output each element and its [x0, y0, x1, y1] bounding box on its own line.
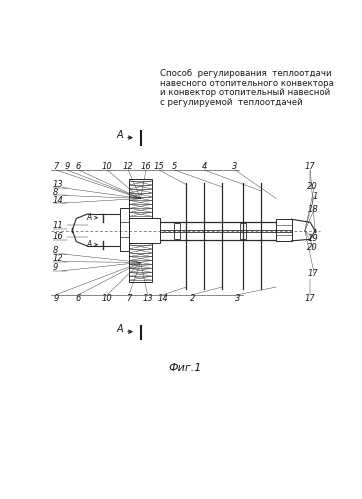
Text: 9: 9 — [64, 162, 70, 171]
Text: A: A — [116, 130, 123, 140]
Text: 6: 6 — [76, 294, 81, 303]
Text: 18: 18 — [307, 205, 318, 214]
Text: Фиг.1: Фиг.1 — [169, 363, 202, 373]
Text: 9: 9 — [53, 263, 58, 272]
Bar — [129, 243, 152, 281]
Text: 8: 8 — [53, 247, 58, 255]
Text: 17: 17 — [307, 268, 318, 277]
Text: Способ  регулирования  теплоотдачи: Способ регулирования теплоотдачи — [160, 69, 332, 78]
Text: 2: 2 — [190, 294, 195, 303]
Text: 20: 20 — [307, 183, 318, 192]
Text: 14: 14 — [53, 196, 64, 205]
Text: 1: 1 — [313, 192, 318, 201]
Text: A: A — [116, 324, 123, 334]
Text: 7: 7 — [54, 162, 59, 171]
Text: навесного отопительного конвектора: навесного отопительного конвектора — [160, 79, 334, 88]
Text: 14: 14 — [158, 294, 168, 303]
Text: 7: 7 — [126, 294, 132, 303]
Text: 11: 11 — [53, 221, 64, 230]
Bar — [240, 223, 246, 239]
Bar — [276, 219, 292, 241]
Bar — [174, 223, 180, 239]
Text: 16: 16 — [53, 233, 64, 242]
Text: 12: 12 — [123, 162, 134, 171]
Text: 20: 20 — [307, 243, 318, 252]
Text: 12: 12 — [53, 254, 64, 263]
Text: A: A — [87, 240, 92, 249]
Text: и конвектор отопительный навесной: и конвектор отопительный навесной — [160, 88, 330, 97]
Text: с регулируемой  теплоотдачей: с регулируемой теплоотдачей — [160, 98, 303, 107]
Text: 3: 3 — [232, 162, 238, 171]
Text: 13: 13 — [142, 294, 153, 303]
Text: 6: 6 — [76, 162, 81, 171]
Text: 4: 4 — [201, 162, 207, 171]
Text: 17: 17 — [305, 294, 316, 303]
Text: 5: 5 — [172, 162, 177, 171]
Text: 13: 13 — [53, 180, 64, 189]
Text: 19: 19 — [307, 234, 318, 243]
Bar — [120, 209, 129, 251]
Text: 9: 9 — [54, 294, 59, 303]
Text: 10: 10 — [102, 294, 113, 303]
Text: A: A — [87, 213, 92, 222]
Bar — [129, 218, 160, 243]
Text: 3: 3 — [235, 294, 240, 303]
Bar — [129, 179, 152, 218]
Text: 17: 17 — [305, 162, 316, 171]
Text: 15: 15 — [154, 162, 165, 171]
Text: 8: 8 — [53, 188, 58, 197]
Text: 16: 16 — [140, 162, 151, 171]
Text: 10: 10 — [102, 162, 113, 171]
